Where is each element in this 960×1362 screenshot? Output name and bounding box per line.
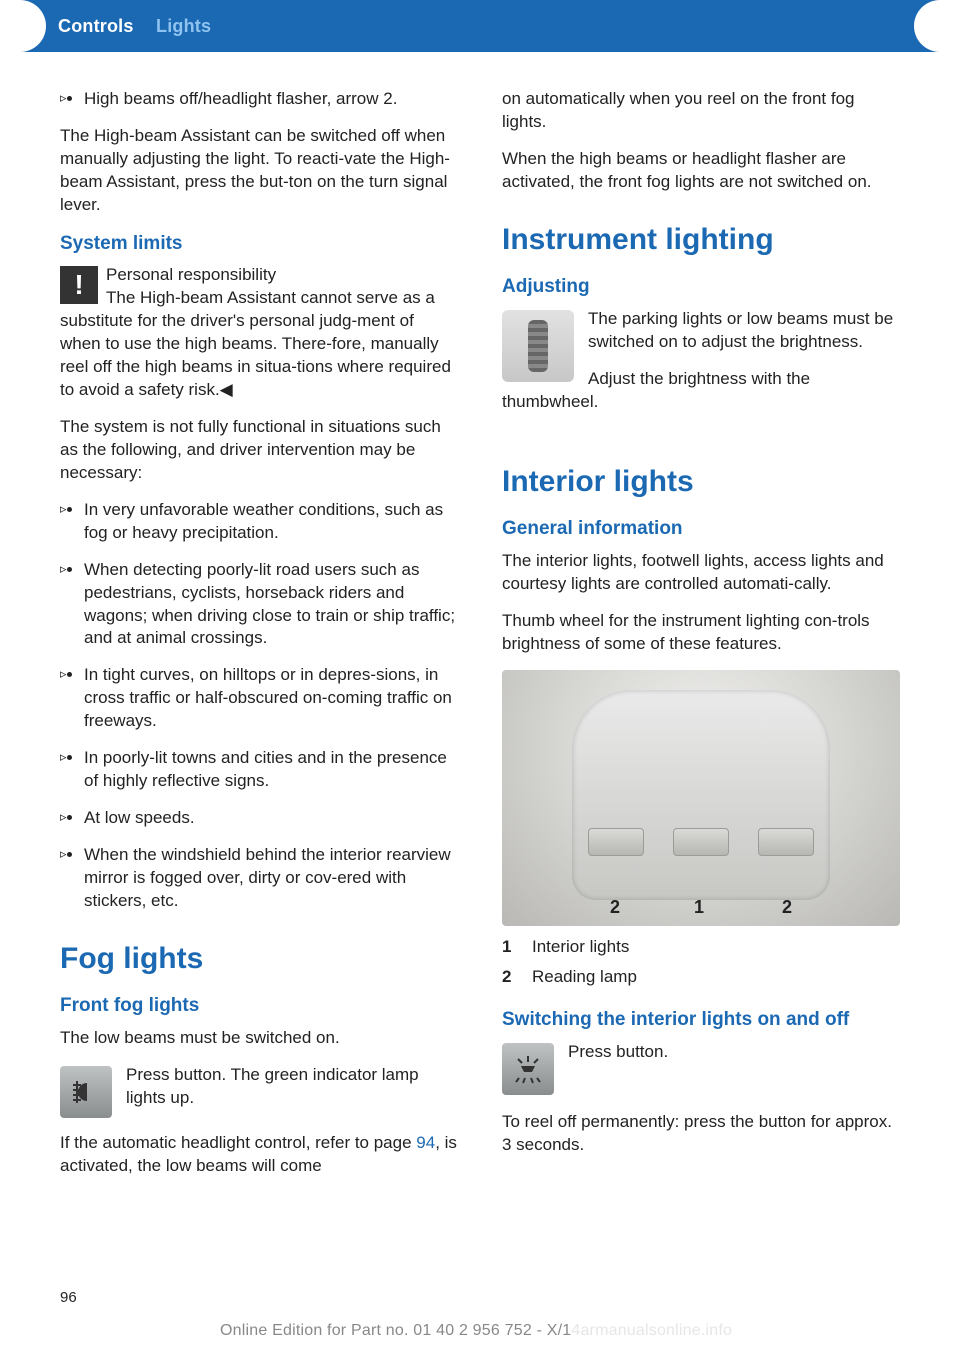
list-item: In very unfavorable weather conditions, … [84,499,458,545]
photo-callout: 1 [694,895,704,919]
paragraph: If the automatic headlight control, refe… [60,1132,458,1178]
overhead-panel [572,690,830,900]
overhead-button [758,828,814,856]
bullet-list-top: High beams off/headlight flasher, arrow … [60,88,458,111]
paragraph: Thumb wheel for the instrument lighting … [502,610,900,656]
header-arc-left [0,0,46,52]
heading-interior-lights: Interior lights [502,462,900,503]
interior-light-icon [502,1043,554,1095]
overhead-button [588,828,644,856]
header-arc-right [914,0,960,52]
warning-body: The High-beam Assistant cannot serve as … [60,288,451,399]
heading-general-info: General information [502,516,900,542]
photo-callout: 2 [610,895,620,919]
list-item: When detecting poorly-lit road users suc… [84,559,458,651]
heading-fog-lights: Fog lights [60,939,458,980]
legend-row: 1 Interior lights [502,936,900,959]
footer-text: Online Edition for Part no. 01 40 2 956 … [220,1322,571,1339]
list-item: In tight curves, on hilltops or in depre… [84,664,458,733]
legend-text: Interior lights [532,936,629,959]
page-link-94[interactable]: 94 [416,1133,435,1152]
heading-system-limits: System limits [60,231,458,257]
fog-button-text: Press button. The green indicator lamp l… [126,1065,419,1107]
legend-number: 1 [502,936,516,959]
warning-block: ! Personal responsibility The High-beam … [60,264,458,402]
list-item: When the windshield behind the interior … [84,844,458,913]
legend-text: Reading lamp [532,966,637,989]
heading-switch-interior: Switching the interior lights on and off [502,1007,900,1033]
breadcrumb-section: Controls [58,16,134,37]
header-band: Controls Lights [0,0,960,52]
overhead-button-row [588,828,814,856]
page-number: 96 [60,1289,77,1306]
fog-button-block: Press button. The green indicator lamp l… [60,1064,458,1122]
switch-button-block: Press button. [502,1041,900,1099]
paragraph: on automatically when you reel on the fr… [502,88,900,134]
legend-row: 2 Reading lamp [502,966,900,989]
paragraph: The low beams must be switched on. [60,1027,458,1050]
heading-instrument-lighting: Instrument lighting [502,220,900,261]
list-item: At low speeds. [84,807,458,830]
paragraph: The High-beam Assistant can be switched … [60,125,458,217]
right-column: on automatically when you reel on the fr… [502,88,900,1192]
fog-light-icon [60,1066,112,1118]
legend-number: 2 [502,966,516,989]
list-item: High beams off/headlight flasher, arrow … [84,88,458,111]
photo-callout: 2 [782,895,792,919]
paragraph: When the high beams or headlight flasher… [502,148,900,194]
bullet-list-limits: In very unfavorable weather conditions, … [60,499,458,913]
warning-icon: ! [60,266,98,304]
footer-edition: Online Edition for Part no. 01 40 2 956 … [220,1322,732,1340]
overhead-button [673,828,729,856]
paragraph: The system is not fully functional in si… [60,416,458,485]
paragraph: The interior lights, footwell lights, ac… [502,550,900,596]
interior-lights-photo: 2 1 2 [502,670,900,926]
heading-front-fog: Front fog lights [60,993,458,1019]
list-item: In poorly-lit towns and cities and in th… [84,747,458,793]
adjusting-block: The parking lights or low beams must be … [502,308,900,428]
left-column: High beams off/headlight flasher, arrow … [60,88,458,1192]
content: High beams off/headlight flasher, arrow … [60,88,900,1192]
footer-watermark: 4armanualsonline.info [571,1322,732,1339]
switch-button-text: Press button. [568,1042,668,1061]
breadcrumb-subsection: Lights [156,16,211,37]
paragraph: To reel off permanently: press the butto… [502,1111,900,1157]
warning-title: Personal responsibility [106,265,276,284]
heading-adjusting: Adjusting [502,274,900,300]
photo-legend: 1 Interior lights 2 Reading lamp [502,936,900,990]
text: If the automatic headlight control, refe… [60,1133,416,1152]
thumbwheel-icon [502,310,574,382]
